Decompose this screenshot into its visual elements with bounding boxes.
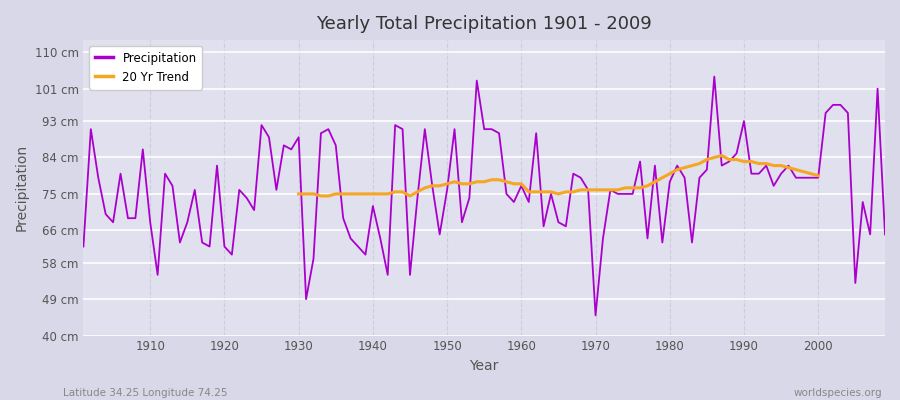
Precipitation xyxy=(508,200,519,204)
Y-axis label: Precipitation: Precipitation xyxy=(15,144,29,232)
Line: Precipitation: Precipitation xyxy=(84,76,885,315)
20 Yr Trend xyxy=(798,169,809,174)
20 Yr Trend xyxy=(375,192,386,196)
20 Yr Trend xyxy=(813,173,824,178)
Precipitation xyxy=(612,192,623,196)
Precipitation xyxy=(138,147,148,152)
Legend: Precipitation, 20 Yr Trend: Precipitation, 20 Yr Trend xyxy=(89,46,202,90)
Precipitation xyxy=(346,236,356,241)
Precipitation xyxy=(516,184,526,188)
20 Yr Trend xyxy=(553,192,563,196)
Text: worldspecies.org: worldspecies.org xyxy=(794,388,882,398)
20 Yr Trend xyxy=(716,153,727,158)
Precipitation xyxy=(301,297,311,302)
X-axis label: Year: Year xyxy=(470,359,499,373)
Precipitation xyxy=(78,244,89,249)
Precipitation xyxy=(590,313,601,318)
20 Yr Trend xyxy=(612,188,623,192)
Title: Yearly Total Precipitation 1901 - 2009: Yearly Total Precipitation 1901 - 2009 xyxy=(316,15,652,33)
20 Yr Trend xyxy=(308,192,319,196)
20 Yr Trend xyxy=(316,194,327,198)
20 Yr Trend xyxy=(293,192,304,196)
Precipitation xyxy=(709,74,720,79)
Line: 20 Yr Trend: 20 Yr Trend xyxy=(299,156,818,196)
Text: Latitude 34.25 Longitude 74.25: Latitude 34.25 Longitude 74.25 xyxy=(63,388,228,398)
Precipitation xyxy=(879,232,890,237)
20 Yr Trend xyxy=(776,163,787,168)
